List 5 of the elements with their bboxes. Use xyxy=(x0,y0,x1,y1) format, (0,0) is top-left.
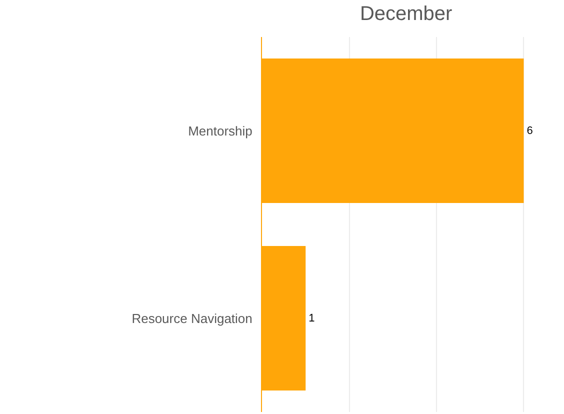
chart-title: December xyxy=(360,3,453,26)
y-tick-label: Mentorship xyxy=(188,123,252,138)
data-label: 1 xyxy=(308,312,315,324)
y-tick-label: Resource Navigation xyxy=(132,310,252,326)
data-label: 6 xyxy=(526,124,533,137)
